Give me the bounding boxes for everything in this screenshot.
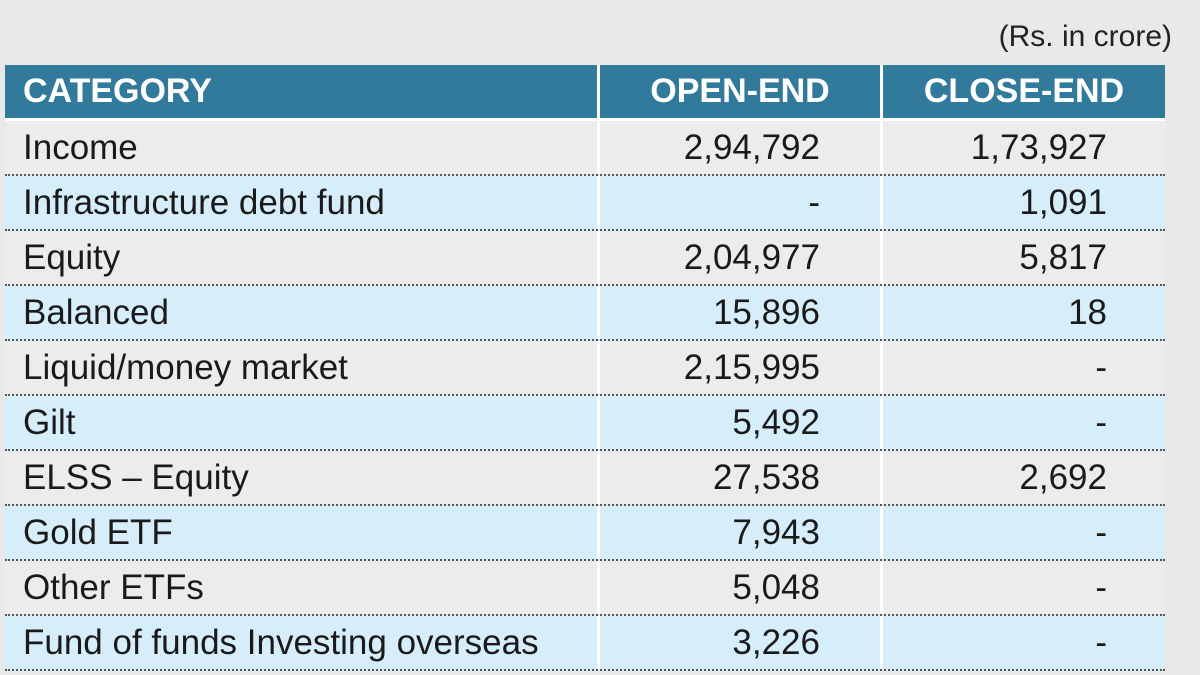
table-cell: 2,15,995 bbox=[600, 341, 883, 394]
table-cell: - bbox=[1095, 567, 1107, 607]
table-cell: 5,492 bbox=[600, 396, 883, 449]
table-cell: Gold ETF bbox=[5, 506, 600, 559]
table-cell: ELSS – Equity bbox=[5, 451, 600, 504]
table-cell: - bbox=[1095, 402, 1107, 442]
header-cell: CLOSE-END bbox=[923, 72, 1125, 110]
table-cell: 18 bbox=[1068, 292, 1107, 332]
table-row: Balanced 15,896 18 bbox=[5, 286, 1165, 341]
table-cell: - bbox=[1095, 512, 1107, 552]
table-cell: - bbox=[600, 176, 883, 229]
table-row: Liquid/money market 2,15,995 - bbox=[5, 341, 1165, 396]
table-cell: Gilt bbox=[5, 396, 600, 449]
table-row: ELSS – Equity 27,538 2,692 bbox=[5, 451, 1165, 506]
table-cell: Equity bbox=[5, 231, 600, 284]
header-row: CATEGORY OPEN-END CLOSE-END bbox=[5, 65, 1165, 121]
table-row: Other ETFs 5,048 - bbox=[5, 561, 1165, 616]
table-cell: Balanced bbox=[5, 286, 600, 339]
table-cell: 2,04,977 bbox=[600, 231, 883, 284]
table-cell: 2,94,792 bbox=[600, 121, 883, 174]
table-cell: 7,943 bbox=[600, 506, 883, 559]
table-cell: Other ETFs bbox=[5, 561, 600, 614]
table-cell: Fund of funds Investing overseas bbox=[5, 616, 600, 669]
table-row: Gilt 5,492 - bbox=[5, 396, 1165, 451]
table-row: Equity 2,04,977 5,817 bbox=[5, 231, 1165, 286]
table-cell: Liquid/money market bbox=[5, 341, 600, 394]
table-cell: - bbox=[1095, 622, 1107, 662]
table: CATEGORY OPEN-END CLOSE-END Income 2,94,792 1… bbox=[5, 65, 1165, 671]
table-row: Fund of funds Investing overseas 3,226 - bbox=[5, 616, 1165, 671]
table-cell: 3,226 bbox=[600, 616, 883, 669]
header-cell: CATEGORY bbox=[5, 65, 600, 118]
table-cell: 1,73,927 bbox=[970, 127, 1107, 167]
table-cell: 5,817 bbox=[1019, 237, 1107, 277]
table-cell: 5,048 bbox=[600, 561, 883, 614]
table-cell: 1,091 bbox=[1019, 182, 1107, 222]
table-row: Gold ETF 7,943 - bbox=[5, 506, 1165, 561]
table-cell: 15,896 bbox=[600, 286, 883, 339]
unit-note: (Rs. in crore) bbox=[998, 20, 1172, 53]
table-cell: 27,538 bbox=[600, 451, 883, 504]
table-cell: - bbox=[1095, 347, 1107, 387]
table-cell: 2,692 bbox=[1019, 457, 1107, 497]
table-row: Income 2,94,792 1,73,927 bbox=[5, 121, 1165, 176]
table-cell: Infrastructure debt fund bbox=[5, 176, 600, 229]
table-cell: Income bbox=[5, 121, 600, 174]
table-row: Infrastructure debt fund - 1,091 bbox=[5, 176, 1165, 231]
header-cell: OPEN-END bbox=[600, 65, 883, 118]
